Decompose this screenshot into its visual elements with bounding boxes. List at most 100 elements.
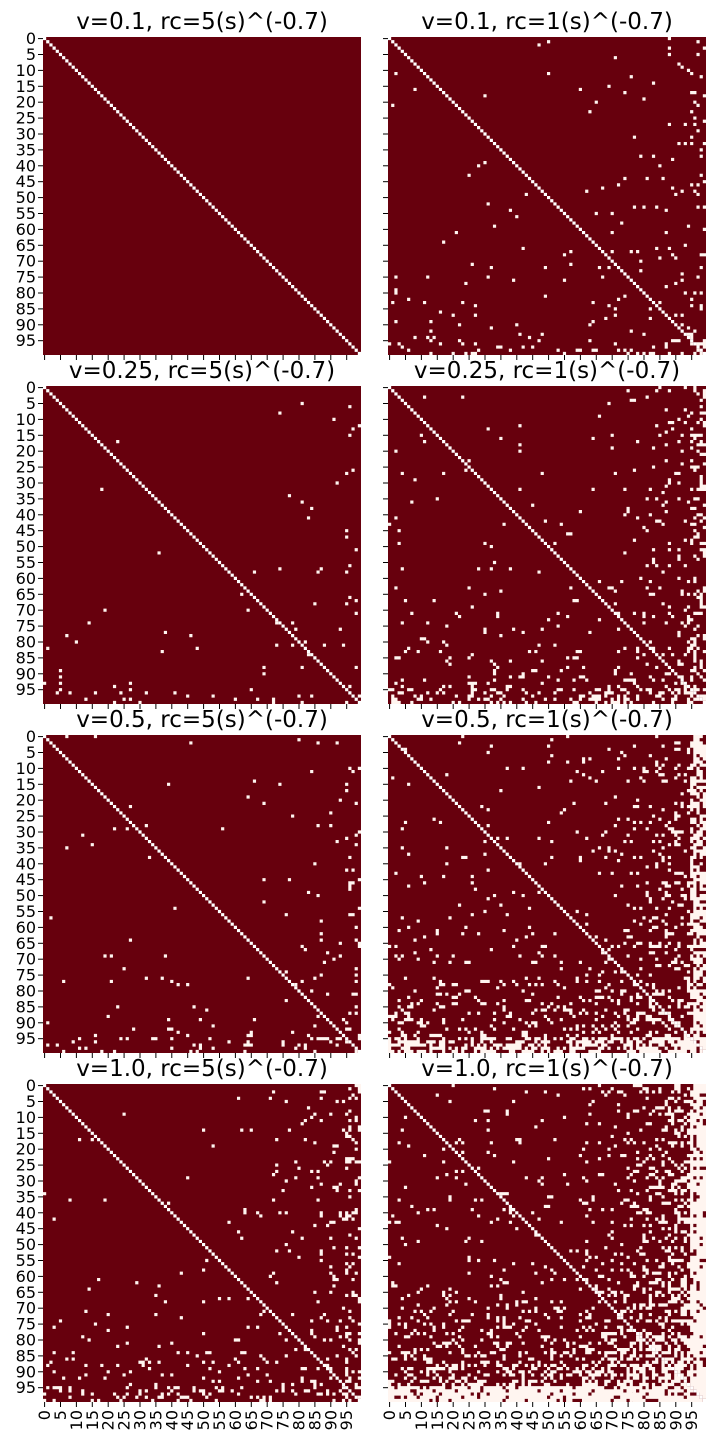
heatmap-panel-6: v=0.5, rc=1(s)^(-0.7): [383, 707, 706, 1058]
y-tick-label: 60: [16, 1267, 36, 1286]
heatmap-panel-7: v=1.0, rc=5(s)^(-0.7)0055101015152020252…: [16, 1056, 361, 1430]
y-tick-label: 95: [16, 680, 36, 699]
y-tick-label: 70: [16, 252, 36, 271]
y-tick-label: 55: [16, 553, 36, 572]
heatmap-panel-4: v=0.25, rc=1(s)^(-0.7): [383, 358, 706, 709]
y-tick-label: 35: [16, 1187, 36, 1206]
panel-title: v=0.5, rc=1(s)^(-0.7): [421, 707, 673, 733]
panel-title: v=0.5, rc=5(s)^(-0.7): [76, 707, 328, 733]
y-tick-label: 70: [16, 1299, 36, 1318]
x-tick-label: 0: [35, 1410, 54, 1420]
y-tick-label: 20: [16, 791, 36, 810]
y-tick-label: 95: [16, 1029, 36, 1048]
y-tick-label: 65: [16, 236, 36, 255]
y-tick-label: 85: [16, 1346, 36, 1365]
panel-title: v=0.25, rc=1(s)^(-0.7): [414, 358, 680, 384]
x-tick-label: 55: [210, 1410, 229, 1430]
y-tick-label: 85: [16, 997, 36, 1016]
x-tick-label: 75: [274, 1410, 293, 1430]
x-tick-label: 30: [475, 1410, 494, 1430]
x-tick-label: 70: [258, 1410, 277, 1430]
x-tick-label: 75: [619, 1410, 638, 1430]
heatmap-body: [43, 735, 361, 1053]
y-tick-label: 55: [16, 204, 36, 223]
x-tick-label: 95: [337, 1410, 356, 1430]
y-tick-label: 30: [16, 822, 36, 841]
panel-title: v=0.1, rc=1(s)^(-0.7): [421, 9, 673, 35]
y-tick-label: 95: [16, 1378, 36, 1397]
y-tick-label: 40: [16, 1203, 36, 1222]
y-tick-label: 10: [16, 410, 36, 429]
y-tick-label: 30: [16, 124, 36, 143]
heatmap-body: [43, 37, 361, 355]
x-tick-label: 60: [571, 1410, 590, 1430]
diagonal-cells: [43, 735, 361, 1053]
y-tick-label: 75: [16, 1315, 36, 1334]
y-tick-label: 0: [26, 378, 36, 397]
y-tick-label: 0: [26, 1076, 36, 1095]
diagonal-cells: [388, 1084, 706, 1402]
y-tick-label: 75: [16, 268, 36, 287]
y-tick-label: 30: [16, 1171, 36, 1190]
y-tick-label: 60: [16, 918, 36, 937]
empty-cell-mask: [388, 1084, 706, 1402]
x-tick-label: 70: [603, 1410, 622, 1430]
y-tick-label: 60: [16, 569, 36, 588]
panel-title: v=1.0, rc=1(s)^(-0.7): [421, 1056, 673, 1082]
y-tick-label: 15: [16, 775, 36, 794]
x-tick-label: 80: [634, 1410, 653, 1430]
x-tick-label: 60: [226, 1410, 245, 1430]
x-tick-label: 65: [242, 1410, 261, 1430]
x-tick-label: 15: [83, 1410, 102, 1430]
x-tick-label: 35: [146, 1410, 165, 1430]
x-tick-label: 5: [396, 1410, 415, 1420]
y-tick-label: 5: [26, 394, 36, 413]
y-tick-label: 50: [16, 188, 36, 207]
y-tick-label: 40: [16, 505, 36, 524]
x-tick-label: 5: [51, 1410, 70, 1420]
y-tick-label: 45: [16, 1219, 36, 1238]
diagonal-cells: [388, 37, 706, 355]
y-tick-label: 65: [16, 585, 36, 604]
y-tick-label: 45: [16, 521, 36, 540]
heatmap-panel-5: v=0.5, rc=5(s)^(-0.7)0510152025303540455…: [16, 707, 362, 1058]
diagonal-cells: [43, 386, 361, 704]
y-tick-label: 25: [16, 458, 36, 477]
y-tick-label: 25: [16, 109, 36, 128]
y-tick-label: 90: [16, 1013, 36, 1032]
y-tick-label: 50: [16, 537, 36, 556]
y-tick-label: 20: [16, 93, 36, 112]
y-tick-label: 80: [16, 981, 36, 1000]
y-tick-label: 45: [16, 870, 36, 889]
y-tick-label: 35: [16, 489, 36, 508]
x-tick-label: 10: [67, 1410, 86, 1430]
x-tick-label: 15: [428, 1410, 447, 1430]
y-tick-label: 10: [16, 61, 36, 80]
y-tick-label: 90: [16, 664, 36, 683]
y-tick-label: 0: [26, 727, 36, 746]
y-tick-label: 30: [16, 473, 36, 492]
y-tick-label: 80: [16, 632, 36, 651]
x-tick-label: 50: [194, 1410, 213, 1430]
x-tick-label: 55: [555, 1410, 574, 1430]
y-tick-label: 0: [26, 29, 36, 48]
x-tick-label: 0: [380, 1410, 399, 1420]
y-tick-label: 85: [16, 299, 36, 318]
heatmap-panel-2: v=0.1, rc=1(s)^(-0.7): [383, 9, 706, 360]
y-tick-label: 90: [16, 1362, 36, 1381]
x-tick-label: 35: [491, 1410, 510, 1430]
y-tick-label: 75: [16, 966, 36, 985]
x-tick-label: 90: [666, 1410, 685, 1430]
diagonal-cells: [43, 1084, 361, 1402]
empty-cells: [388, 735, 706, 1053]
y-tick-label: 75: [16, 617, 36, 636]
x-tick-label: 45: [178, 1410, 197, 1430]
y-tick-label: 80: [16, 283, 36, 302]
diagonal-cells: [43, 37, 361, 355]
y-tick-label: 50: [16, 886, 36, 905]
y-tick-label: 85: [16, 648, 36, 667]
y-tick-label: 25: [16, 1156, 36, 1175]
y-tick-label: 5: [26, 743, 36, 762]
y-tick-label: 40: [16, 854, 36, 873]
